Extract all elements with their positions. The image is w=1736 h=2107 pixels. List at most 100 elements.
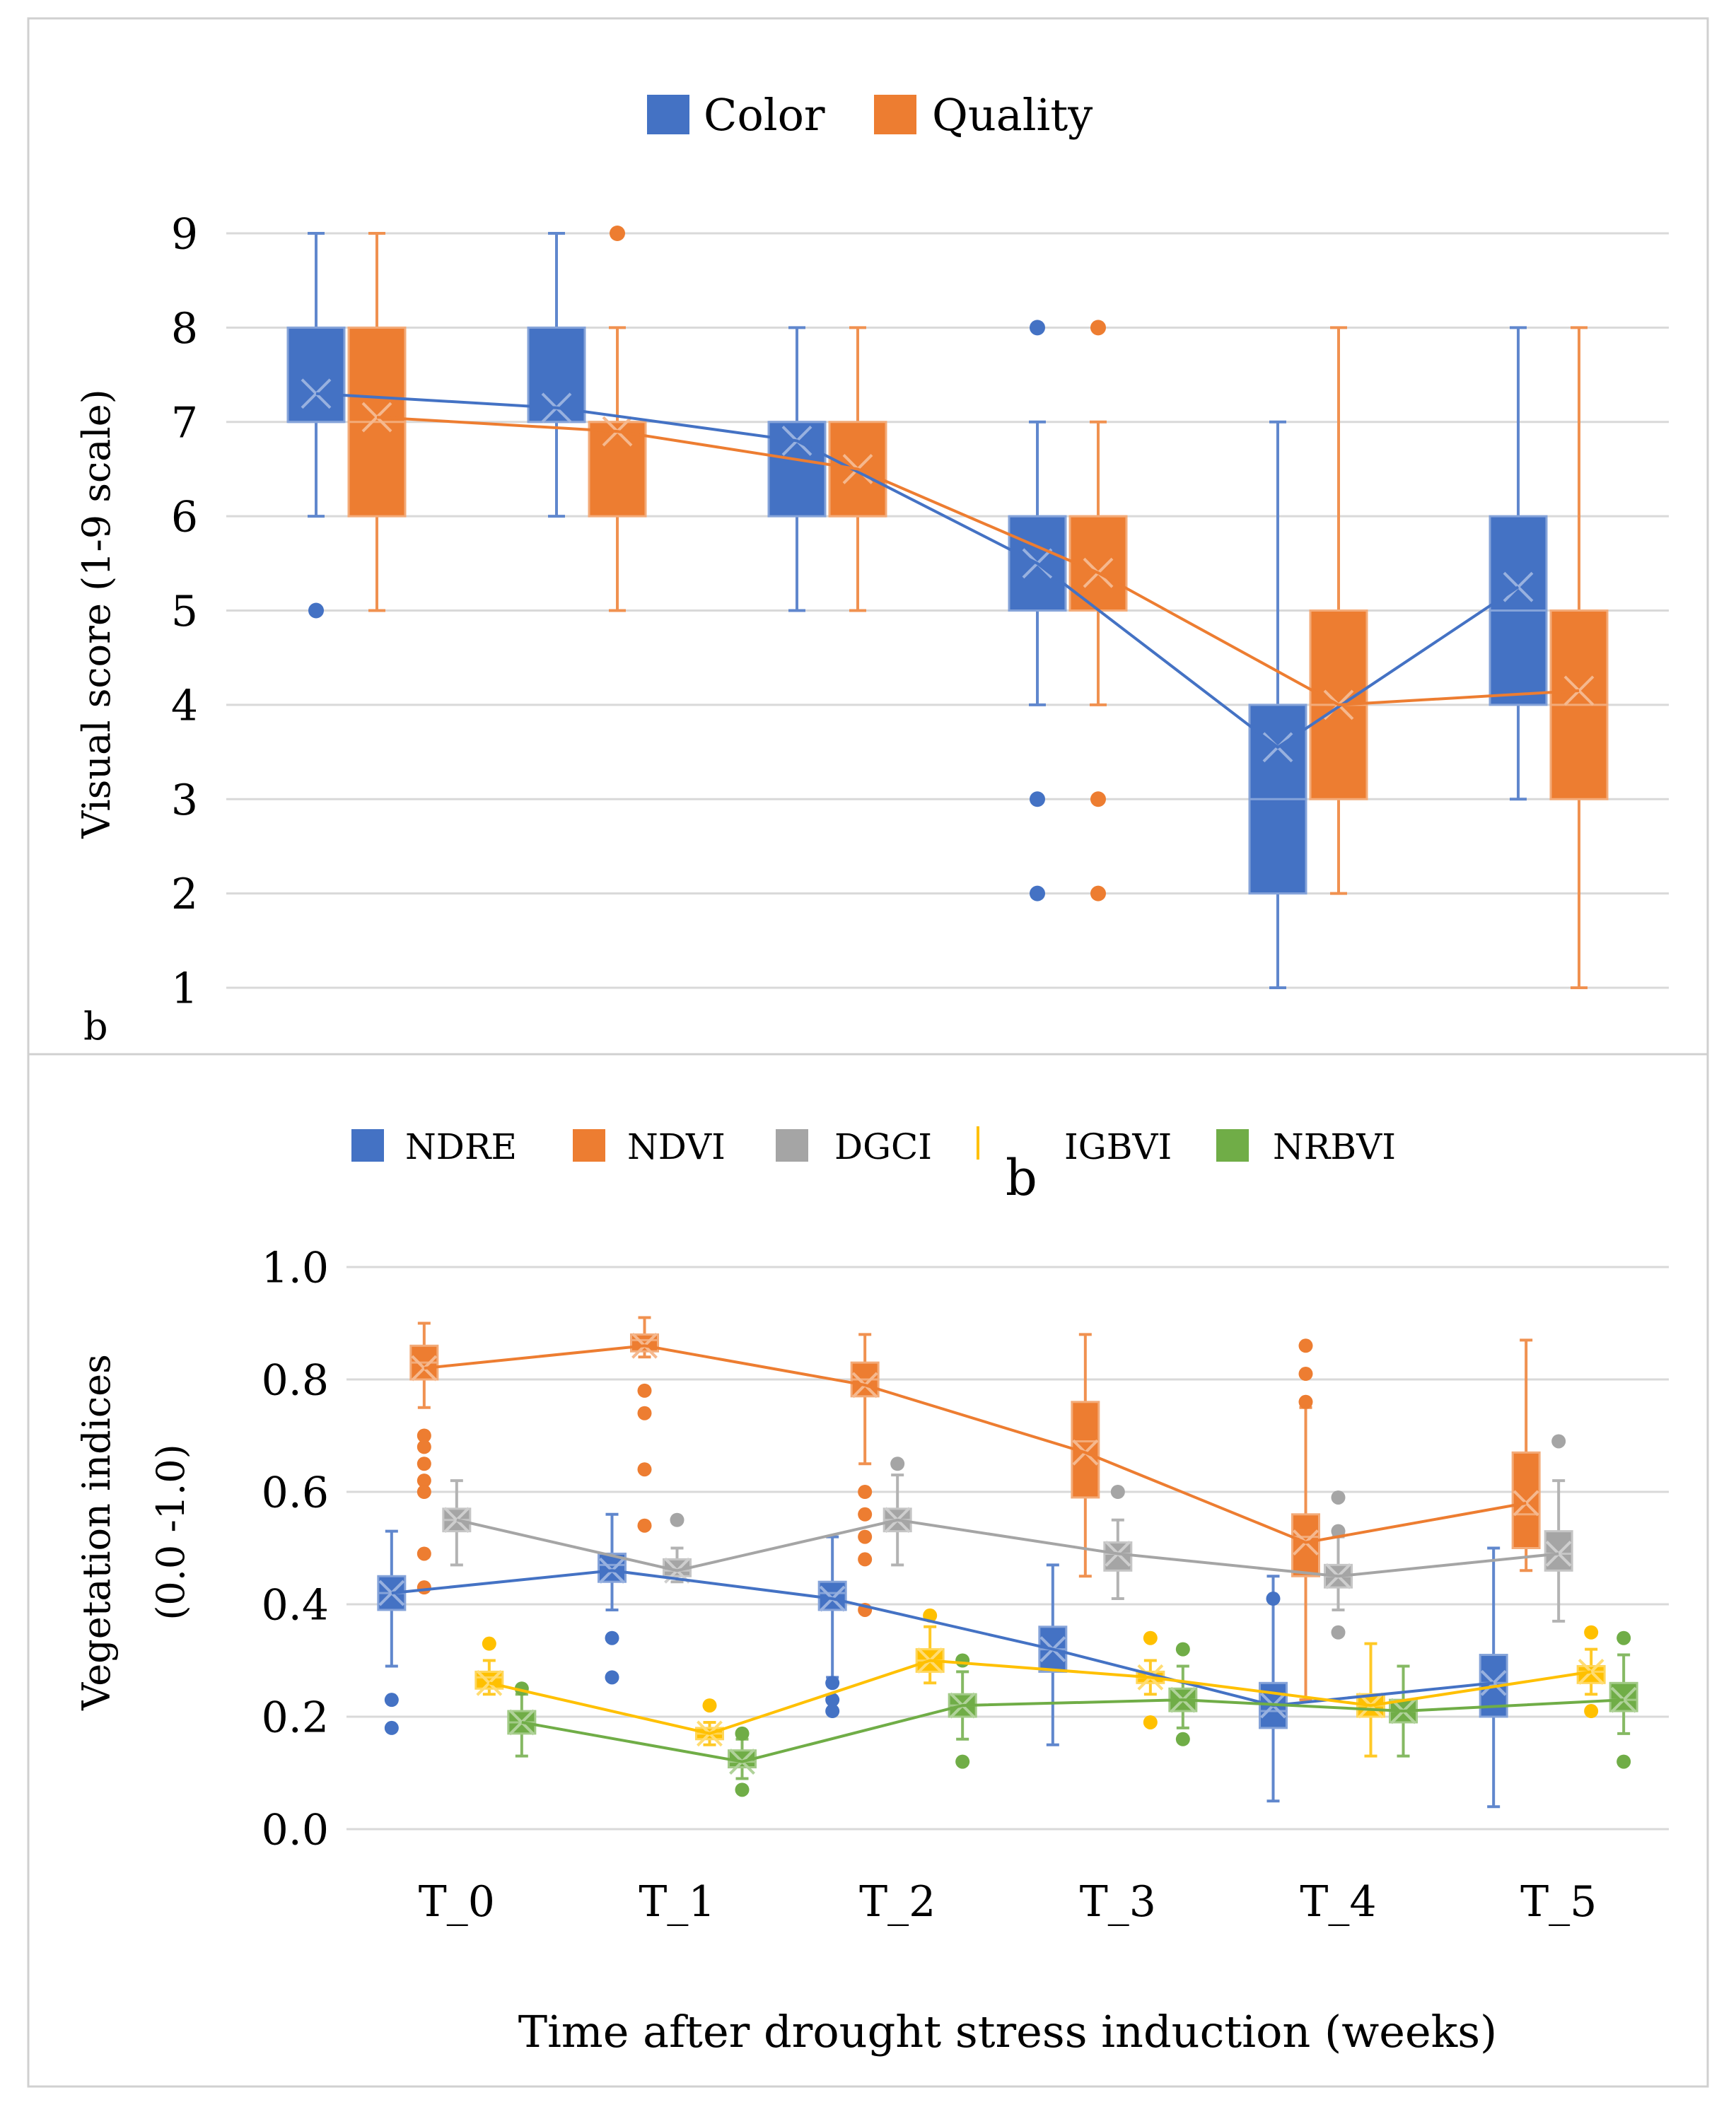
ndvi-box xyxy=(1511,1451,1541,1550)
ndre-outlier-point xyxy=(825,1676,840,1691)
ndvi-outlier-point xyxy=(1298,1394,1313,1409)
dgci-outlier-point xyxy=(890,1457,905,1471)
ndvi-mean-line xyxy=(424,1344,1527,1544)
x-tick-label: T_4 xyxy=(1300,1877,1376,1927)
panel-a-mean-lines xyxy=(315,392,1580,749)
y-tick-label: 8 xyxy=(171,304,198,354)
ndvi-outlier-point xyxy=(858,1552,873,1567)
panel-b-x-tick-labels: T_0 T_1 T_2 T_3 T_4 T_5 xyxy=(419,1877,1597,1927)
ngbvi-outlier-point xyxy=(1143,1715,1158,1729)
ndvi-outlier-point xyxy=(416,1473,431,1488)
y-tick-label: 5 xyxy=(171,587,198,636)
ngbvi-outlier-point xyxy=(1584,1625,1599,1640)
y-tick-label: 4 xyxy=(171,681,198,730)
ngbvi-outlier-point xyxy=(702,1698,717,1713)
ndvi-outlier-point xyxy=(1298,1367,1313,1382)
ngbvi-outlier-point xyxy=(1143,1630,1158,1645)
color-outlier-point xyxy=(1030,885,1045,901)
x-tick-label: T_2 xyxy=(859,1877,936,1927)
nrbvi-mean-line xyxy=(521,1698,1624,1763)
dgci-outlier-point xyxy=(1110,1485,1125,1499)
y-tick-label: 3 xyxy=(171,776,198,825)
dgci-outlier-point xyxy=(1551,1434,1566,1449)
legend-swatch-nrbvi xyxy=(1216,1129,1249,1162)
panel-a-y-tick-labels: 9 8 7 6 5 4 3 2 1 xyxy=(171,210,198,1014)
ndre-outlier-point xyxy=(825,1693,840,1708)
panel-a-legend: Color Quality xyxy=(647,89,1093,141)
legend-item-quality: Quality xyxy=(874,89,1093,141)
y-tick-label: 0.2 xyxy=(262,1693,329,1743)
nrbvi-outlier-point xyxy=(1175,1732,1190,1746)
ndvi-outlier-point xyxy=(637,1383,652,1398)
ngbvi-outlier-point xyxy=(482,1636,496,1651)
nrbvi-outlier-point xyxy=(735,1726,750,1741)
ndre-box xyxy=(817,1580,847,1611)
quality-box xyxy=(588,421,647,518)
legend-item-color: Color xyxy=(647,89,825,141)
legend-label-ndre: NDRE xyxy=(405,1126,517,1167)
legend-label-ngbvi: IGBVI xyxy=(1064,1126,1172,1167)
legend-swatch-ndre xyxy=(351,1129,384,1162)
color-mean-line xyxy=(315,392,1520,749)
x-tick-label: T_0 xyxy=(419,1877,495,1927)
nrbvi-outlier-point xyxy=(955,1653,970,1668)
legend-item-ngbvi: IGBVI xyxy=(977,1126,1172,1167)
ndre-outlier-point xyxy=(825,1704,840,1719)
dgci-outlier-point xyxy=(670,1512,685,1527)
nrbvi-box xyxy=(1609,1681,1638,1712)
legend-label-nrbvi: NRBVI xyxy=(1273,1126,1396,1167)
y-tick-label: 9 xyxy=(171,210,198,259)
panel-a: Color Quality 9 8 7 6 5 4 3 2 1 Visual score (1-… xyxy=(74,89,1669,1049)
panel-a-letter: b xyxy=(83,1004,108,1049)
legend-item-ndre: NDRE xyxy=(351,1126,517,1167)
legend-item-ndvi: NDVI xyxy=(573,1126,726,1167)
ndvi-box xyxy=(1291,1513,1320,1577)
color-box xyxy=(767,421,827,518)
ndvi-outlier-point xyxy=(416,1440,431,1454)
panel-b-mean-lines xyxy=(391,1344,1624,1763)
y-tick-label: 1.0 xyxy=(262,1244,329,1293)
panel-a-gridlines xyxy=(226,232,1669,989)
ngbvi-mean-line xyxy=(489,1659,1592,1735)
y-tick-label: 2 xyxy=(171,870,198,919)
legend-label-dgci: DGCI xyxy=(834,1126,932,1167)
ndvi-outlier-point xyxy=(416,1485,431,1499)
legend-swatch-dgci xyxy=(776,1129,808,1162)
ndvi-outlier-point xyxy=(416,1428,431,1443)
legend-item-nrbvi: NRBVI xyxy=(1216,1126,1396,1167)
quality-outlier-point xyxy=(1090,320,1106,336)
nrbvi-outlier-point xyxy=(955,1754,970,1769)
legend-overlap-cover xyxy=(994,1130,1064,1193)
quality-outlier-point xyxy=(1090,791,1106,807)
y-tick-label: 0.8 xyxy=(262,1356,329,1406)
panel-b-y-axis-title-line1: Vegetation indices xyxy=(74,1354,119,1711)
ndre-outlier-point xyxy=(384,1720,399,1735)
ndvi-outlier-point xyxy=(416,1580,431,1595)
color-outlier-point xyxy=(1030,791,1045,807)
y-tick-label: 7 xyxy=(171,398,198,448)
x-tick-label: T_3 xyxy=(1080,1877,1156,1927)
dgci-box xyxy=(1103,1541,1133,1572)
ndre-outlier-point xyxy=(605,1670,619,1685)
color-outlier-point xyxy=(1030,320,1045,336)
ndvi-outlier-point xyxy=(637,1462,652,1477)
legend-swatch-ndvi xyxy=(573,1129,605,1162)
legend-label-ndvi: NDVI xyxy=(627,1126,726,1167)
ndvi-outlier-point xyxy=(858,1529,873,1544)
ndvi-outlier-point xyxy=(1298,1338,1313,1353)
ndvi-box xyxy=(1071,1401,1100,1499)
ndre-outlier-point xyxy=(605,1630,619,1645)
legend-swatch-quality xyxy=(874,95,916,134)
ndre-outlier-point xyxy=(384,1693,399,1708)
quality-outlier-point xyxy=(1090,885,1106,901)
ndvi-outlier-point xyxy=(416,1457,431,1471)
ngbvi-outlier-point xyxy=(1584,1704,1599,1719)
color-outlier-point xyxy=(308,602,324,619)
ndvi-outlier-point xyxy=(637,1406,652,1420)
x-tick-label: T_1 xyxy=(639,1877,715,1927)
nrbvi-outlier-point xyxy=(1616,1754,1631,1769)
panel-b-y-axis-title-line2: (0.0 -1.0) xyxy=(148,1444,193,1620)
panel-b: NDRE NDVI DGCI IGBVI NRBVI b 1.0 0.8 0.6 0.… xyxy=(74,1126,1669,2058)
dgci-mean-line xyxy=(456,1518,1559,1578)
y-tick-label: 0.0 xyxy=(262,1806,329,1855)
